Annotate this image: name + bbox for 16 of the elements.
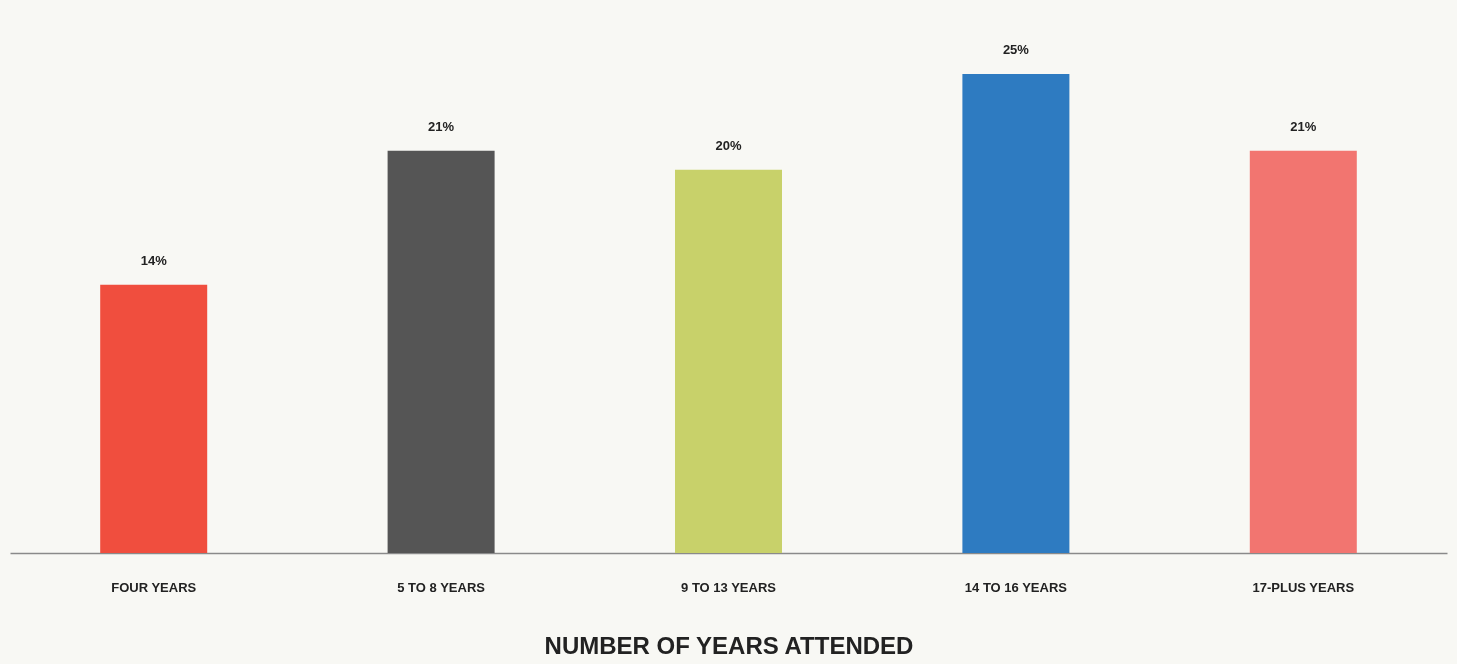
bar xyxy=(675,169,782,553)
bar xyxy=(1249,150,1357,553)
data-label: 20% xyxy=(715,137,742,153)
data-label: 21% xyxy=(428,118,455,134)
bar xyxy=(387,150,495,553)
x-tick-label: 17-PLUS YEARS xyxy=(1252,579,1355,595)
data-label: 25% xyxy=(1002,42,1030,57)
bar xyxy=(962,74,1070,553)
data-label: 14% xyxy=(140,252,168,268)
x-tick-label: FOUR YEARS xyxy=(111,579,197,595)
x-axis-title: NUMBER OF YEARS ATTENDED xyxy=(544,631,914,659)
bar xyxy=(100,284,208,553)
x-tick-label: 14 TO 16 YEARS xyxy=(964,579,1068,595)
data-label: 21% xyxy=(1290,118,1317,134)
x-tick-label: 9 TO 13 YEARS xyxy=(681,579,777,595)
x-tick-label: 5 TO 8 YEARS xyxy=(397,579,486,595)
